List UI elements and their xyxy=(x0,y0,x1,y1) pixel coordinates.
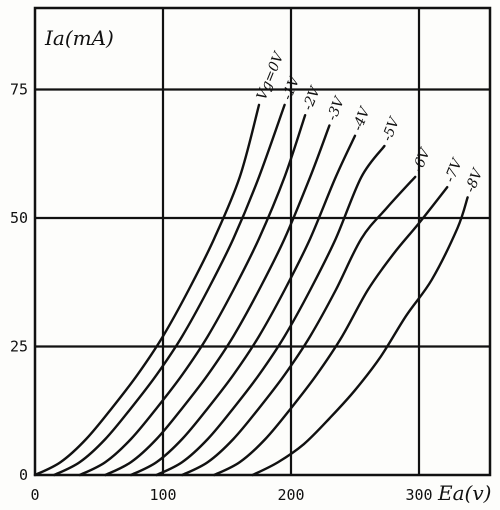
series-label: -2V xyxy=(300,83,324,113)
x-tick-label: 0 xyxy=(30,486,39,504)
y-axis-label: Ia(mA) xyxy=(44,26,114,50)
series-curve xyxy=(181,175,417,477)
plot-frame xyxy=(33,6,492,477)
x-tick-label: 200 xyxy=(277,486,304,504)
series-curve xyxy=(33,103,261,477)
y-tick-label: 75 xyxy=(10,81,28,99)
series-curves xyxy=(33,103,469,477)
series-curve xyxy=(251,196,469,477)
series-label: -4V xyxy=(350,104,374,134)
tick-labels: 0 100 200 300 0 25 50 75 xyxy=(10,81,433,505)
series-label: -3V xyxy=(324,93,348,123)
series-label: -5V xyxy=(379,114,403,144)
grid-lines xyxy=(33,6,492,477)
x-axis-label: Ea(v) xyxy=(437,481,491,505)
y-tick-label: 25 xyxy=(10,338,28,356)
y-tick-label: 50 xyxy=(10,209,28,227)
series-labels: Vg=0V-1V-2V -3V -4V -5V-6V -7V-8V xyxy=(254,48,487,194)
series-curve xyxy=(155,144,386,477)
series-curve xyxy=(78,114,307,477)
series-label: -7V xyxy=(442,155,466,185)
series-curve xyxy=(104,124,331,477)
series-curve xyxy=(129,134,357,477)
series-curve xyxy=(53,103,286,477)
x-tick-label: 300 xyxy=(405,486,432,504)
x-tick-label: 100 xyxy=(149,486,176,504)
series-label: -1V xyxy=(279,73,303,103)
series-label: -8V xyxy=(463,165,487,195)
y-tick-label: 0 xyxy=(19,466,28,484)
series-label: -6V xyxy=(410,145,434,175)
series-curve xyxy=(213,186,449,477)
